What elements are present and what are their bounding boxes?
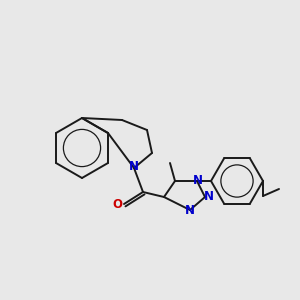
Text: O: O — [112, 197, 122, 211]
Text: N: N — [193, 173, 203, 187]
Text: N: N — [129, 160, 139, 173]
Text: N: N — [185, 205, 195, 218]
Text: N: N — [204, 190, 214, 203]
